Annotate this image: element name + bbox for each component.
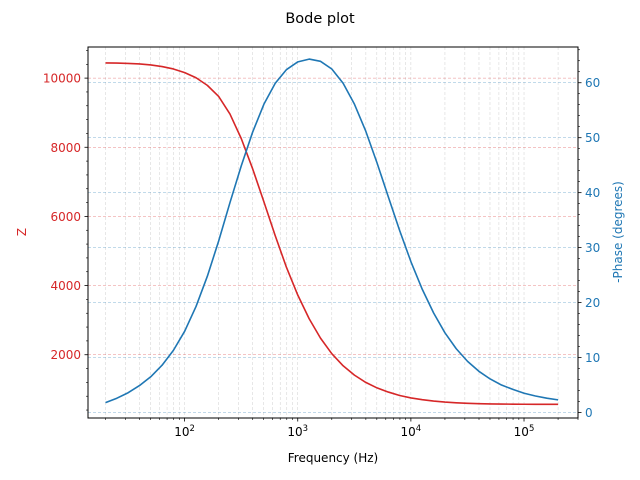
series-layer [105,58,559,406]
axes: 102 103 104 105 2000 4000 6000 8000 10000 0 10 20 30… [43,49,600,439]
x-tick-label: 105 [514,424,535,439]
x-tick-label: 102 [174,424,195,439]
right-tick-label: 40 [585,186,600,200]
left-tick-label: 10000 [43,72,81,86]
right-tick-label: 0 [585,406,593,420]
right-tick-label: 20 [585,296,600,310]
left-axis-label: Z [15,228,29,236]
grid [88,47,579,418]
left-tick-label: 6000 [50,210,81,224]
x-axis-label: Frequency (Hz) [288,451,379,465]
right-tick-label: 10 [585,351,600,365]
left-tick-label: 8000 [50,141,81,155]
phase-line [105,58,559,404]
impedance-line [105,62,559,406]
right-tick-label: 60 [585,76,600,90]
right-tick-label: 30 [585,241,600,255]
right-axis-label: -Phase (degrees) [611,181,625,283]
plot-frame [87,46,579,419]
left-tick-label: 4000 [50,279,81,293]
x-tick-label: 104 [401,424,422,439]
right-tick-label: 50 [585,131,600,145]
left-tick-label: 2000 [50,348,81,362]
chart-title: Bode plot [285,11,355,27]
x-tick-label: 103 [287,424,308,439]
